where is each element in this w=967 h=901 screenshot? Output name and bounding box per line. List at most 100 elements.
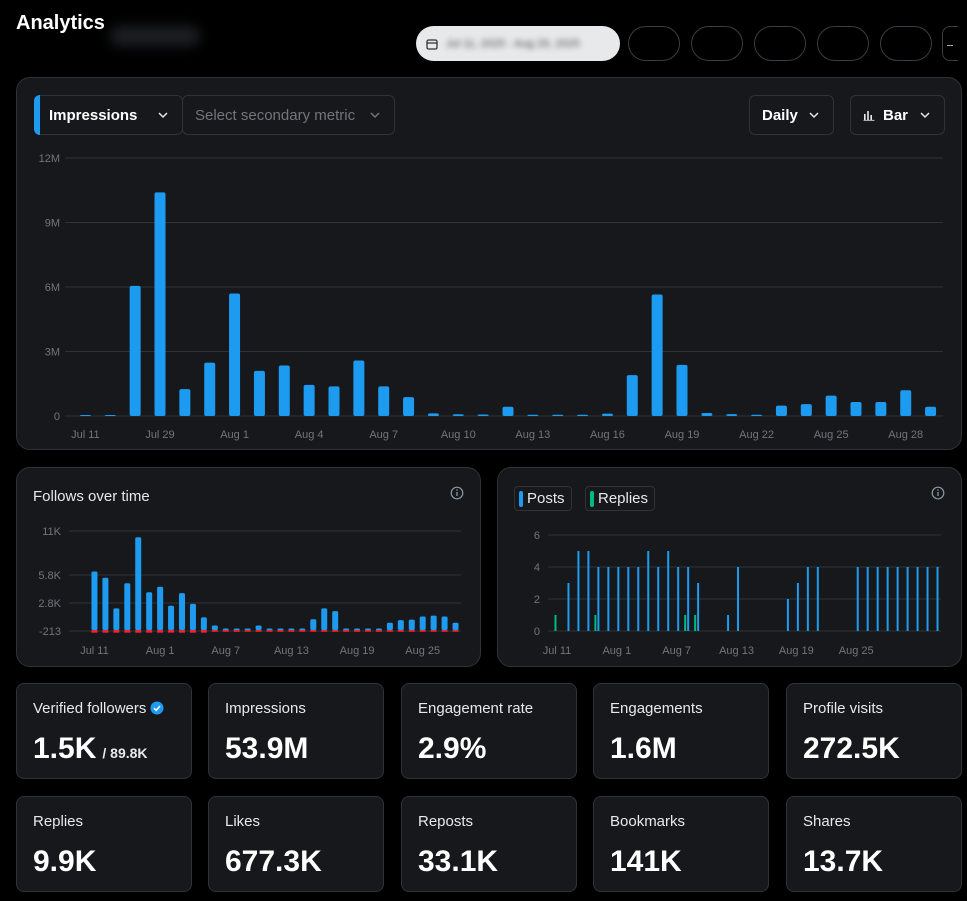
stat-card-impressions[interactable]: Impressions 53.9M [208, 683, 384, 779]
date-range-picker[interactable]: Jul 11, 2025 - Aug 29, 2025 [416, 26, 620, 61]
bar-gained [375, 628, 382, 630]
y-tick-label: 5.8K [38, 570, 61, 582]
y-tick-label: 0 [54, 411, 60, 423]
bar-gained [408, 619, 415, 630]
stat-card-verified-followers[interactable]: Verified followers 1.5K / 89.8K [16, 683, 192, 779]
bar-gained [441, 616, 448, 630]
bar-lost [211, 630, 218, 632]
stat-card-engagement-rate[interactable]: Engagement rate 2.9% [401, 683, 577, 779]
bar [701, 412, 713, 416]
bar-gained [365, 628, 371, 630]
x-tick-label: Aug 4 [295, 429, 324, 441]
more-button[interactable] [942, 26, 958, 61]
bar [452, 414, 464, 416]
bar-gained [255, 625, 262, 630]
x-tick-label: Aug 1 [602, 645, 631, 657]
bar-gained [386, 622, 393, 630]
filter-button-4[interactable] [817, 26, 869, 61]
bar [527, 414, 539, 416]
bar-lost [299, 630, 306, 632]
stat-card-shares[interactable]: Shares 13.7K [786, 796, 962, 892]
posts-replies-chart-card: Posts Replies 0 2 4 6 Jul 11 Aug 1 Aug 7 Aug 13… [497, 467, 962, 667]
stat-card-likes[interactable]: Likes 677.3K [208, 796, 384, 892]
chart-type-select[interactable]: Bar [850, 95, 945, 135]
filter-button-3[interactable] [754, 26, 806, 61]
secondary-metric-select[interactable]: Select secondary metric [182, 95, 395, 135]
bar-replies [684, 615, 687, 631]
bar [477, 414, 489, 416]
filter-button-1[interactable] [628, 26, 680, 61]
filter-button-2[interactable] [691, 26, 743, 61]
bar-posts [637, 567, 640, 631]
bar [502, 406, 514, 416]
stat-label: Verified followers [33, 700, 164, 717]
stat-card-engagements[interactable]: Engagements 1.6M [593, 683, 769, 779]
chart-type-label: Bar [883, 106, 909, 124]
bar-posts [697, 583, 700, 631]
filter-button-5[interactable] [880, 26, 932, 61]
legend-replies[interactable]: Replies [585, 486, 656, 511]
bar-lost [124, 630, 131, 633]
x-tick-label: Jul 29 [145, 429, 174, 441]
follows-chart-card: Follows over time -213 2.8K 5.8K 11K Jul 11 A… [16, 467, 481, 667]
posts-replies-bar-chart: 0 2 4 6 Jul 11 Aug 1 Aug 7 Aug 13 Aug 19 Aug 25 [534, 530, 941, 657]
info-icon[interactable] [450, 486, 464, 500]
stat-value: 9.9K [33, 845, 97, 878]
bar-lost [91, 630, 98, 633]
stat-label-text: Verified followers [33, 700, 147, 717]
bar-gained [102, 577, 109, 630]
info-icon[interactable] [931, 486, 945, 500]
bar-gained [397, 620, 404, 630]
bar-posts [737, 567, 740, 631]
y-tick-label: 0 [534, 626, 540, 638]
bar-gained [288, 628, 295, 630]
bar-posts [627, 567, 630, 631]
x-tick-label: Jul 11 [71, 429, 100, 441]
bar [651, 294, 663, 416]
stat-card-reposts[interactable]: Reposts 33.1K [401, 796, 577, 892]
primary-metric-select[interactable]: Impressions [34, 95, 183, 135]
bar [179, 389, 191, 416]
bar-posts [896, 567, 899, 631]
stat-card-replies[interactable]: Replies 9.9K [16, 796, 192, 892]
bar-lost [375, 630, 382, 632]
legend-posts[interactable]: Posts [514, 486, 572, 511]
bar-lost [168, 630, 175, 633]
bar-gained [179, 593, 185, 630]
y-tick-label: 6 [534, 530, 540, 542]
bar-lost [441, 630, 448, 632]
bar-lost [189, 630, 196, 633]
bar-gained [91, 571, 98, 630]
bar-replies [594, 615, 597, 631]
bar-lost [452, 630, 459, 632]
bar-gained [211, 625, 218, 630]
interval-select[interactable]: Daily [749, 95, 834, 135]
bar-lost [343, 630, 350, 632]
bar-posts [667, 551, 670, 631]
bar-posts [936, 567, 939, 631]
x-tick-label: Aug 7 [662, 645, 691, 657]
bar [925, 406, 937, 416]
x-tick-label: Aug 7 [369, 429, 398, 441]
x-tick-label: Aug 25 [839, 645, 874, 657]
bar-posts [617, 567, 620, 631]
bar-lost [244, 630, 251, 632]
bar [626, 375, 638, 416]
bar-lost [102, 630, 109, 633]
x-tick-label: Aug 13 [719, 645, 754, 657]
stat-value: 141K [610, 845, 682, 878]
x-tick-label: Aug 19 [665, 429, 700, 441]
bar [104, 415, 116, 416]
y-tick-label: 4 [534, 562, 540, 574]
bar-lost [113, 630, 120, 633]
bar-gained [233, 628, 240, 630]
stat-card-bookmarks[interactable]: Bookmarks 141K [593, 796, 769, 892]
stat-value: 53.9M [225, 732, 309, 765]
stat-label: Profile visits [803, 700, 884, 717]
x-tick-label: Aug 25 [405, 645, 440, 657]
bar-posts [926, 567, 929, 631]
bar-gained [299, 628, 306, 630]
stat-card-profile-visits[interactable]: Profile visits 272.5K [786, 683, 962, 779]
bar-gained [277, 628, 284, 630]
bar [229, 293, 241, 416]
